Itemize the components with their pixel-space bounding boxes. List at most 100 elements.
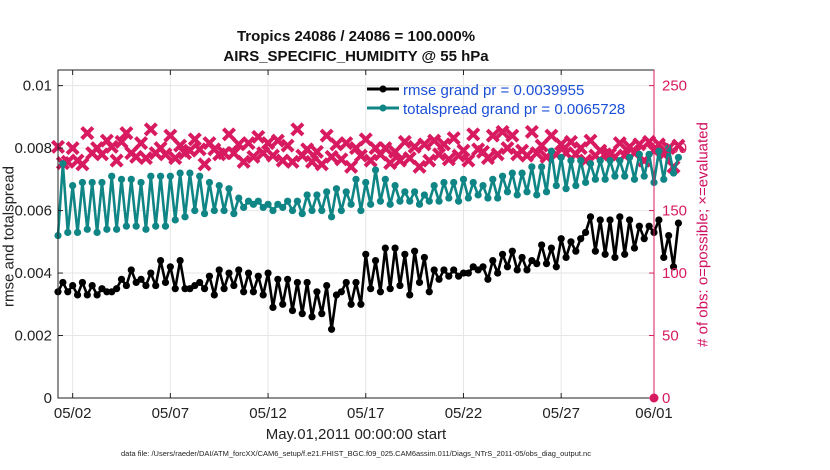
- spread-point: [503, 188, 512, 196]
- spread-point: [88, 178, 96, 187]
- spread-point: [181, 213, 189, 221]
- spread-point: [498, 172, 507, 180]
- spread-point: [523, 188, 531, 196]
- obs-evaluated-point: [138, 151, 153, 166]
- spread-point: [586, 160, 595, 168]
- spread-point: [474, 191, 482, 199]
- obs-evaluated-point: [441, 152, 456, 167]
- spread-point: [616, 156, 624, 165]
- spread-point: [401, 188, 409, 196]
- rmse-point: [244, 269, 253, 277]
- spread-point: [645, 150, 653, 158]
- spread-point: [357, 206, 365, 215]
- spread-point: [406, 197, 414, 205]
- spread-point: [78, 178, 87, 187]
- rmse-point: [284, 275, 292, 283]
- obs-evaluated-point: [427, 133, 442, 148]
- rmse-point: [327, 325, 336, 333]
- spread-point: [313, 191, 321, 199]
- rmse-point: [293, 278, 301, 287]
- obs-evaluated-point: [80, 126, 95, 141]
- spread-point: [582, 178, 590, 187]
- spread-point: [572, 181, 580, 190]
- obs-evaluated-point: [261, 136, 276, 151]
- rmse-point: [298, 310, 306, 318]
- spread-point: [156, 172, 165, 180]
- rmse-point: [669, 263, 678, 271]
- obs-evaluated-point: [461, 153, 476, 168]
- spread-point: [386, 200, 394, 208]
- spread-point: [489, 175, 497, 183]
- obs-evaluated-point: [65, 141, 80, 156]
- obs-evaluated-point: [94, 147, 109, 162]
- spread-point: [176, 169, 184, 177]
- spread-point: [454, 197, 463, 205]
- obs-evaluated-point: [197, 157, 212, 172]
- rmse-point: [625, 216, 634, 224]
- obs-evaluated-point: [339, 136, 354, 151]
- rmse-point: [630, 244, 639, 252]
- rmse-point: [69, 281, 77, 290]
- x-tick-label: 05/17: [347, 405, 385, 422]
- rmse-point: [640, 235, 648, 243]
- rmse-point: [196, 278, 204, 287]
- spread-point: [332, 185, 341, 193]
- rmse-point: [171, 285, 179, 293]
- rmse-point: [674, 219, 683, 227]
- x-tick-label: 05/07: [152, 405, 190, 422]
- spread-point: [494, 194, 502, 202]
- spread-point: [606, 156, 614, 165]
- rmse-point: [445, 272, 453, 280]
- obs-evaluated-point: [353, 148, 368, 163]
- rmse-point: [586, 213, 595, 221]
- rmse-point: [288, 306, 297, 315]
- obs-evaluated-point: [495, 124, 510, 139]
- obs-evaluated-point: [436, 137, 451, 152]
- obs-evaluated-point: [309, 144, 324, 159]
- spread-point: [117, 175, 126, 183]
- spread-point: [161, 222, 170, 230]
- obs-evaluated-point: [192, 142, 207, 157]
- obs-evaluated-point: [187, 132, 202, 147]
- spread-point: [166, 172, 174, 180]
- rmse-point: [606, 216, 614, 224]
- rmse-point: [547, 244, 556, 252]
- spread-point: [362, 178, 370, 187]
- spread-point: [630, 175, 639, 183]
- spread-point: [264, 200, 272, 208]
- rmse-point: [523, 266, 531, 274]
- obs-evaluated-point: [388, 144, 403, 159]
- x-tick-label: 05/22: [445, 405, 483, 422]
- spread-point: [611, 172, 619, 180]
- legend: rmse grand pr = 0.0039955 totalspread gr…: [367, 82, 625, 118]
- y-left-tick-label: 0.008: [14, 140, 52, 157]
- y-axis-right-label: # of obs: o=possible; ×=evaluated: [694, 122, 712, 347]
- rmse-point: [308, 313, 316, 321]
- rmse-point: [635, 222, 643, 230]
- spread-point: [352, 175, 360, 183]
- obs-evaluated-point: [432, 147, 447, 162]
- x-tick-label: 06/01: [635, 405, 673, 422]
- obs-evaluated-point: [246, 149, 261, 164]
- obs-evaluated-point: [119, 126, 134, 141]
- rmse-point: [249, 288, 258, 296]
- rmse-point: [498, 250, 507, 258]
- spread-point: [108, 172, 116, 180]
- obs-evaluated-point: [290, 122, 305, 137]
- spread-point: [538, 163, 546, 171]
- rmse-point: [176, 256, 184, 265]
- obs-evaluated-point: [75, 157, 90, 172]
- obs-evaluated-point: [466, 127, 481, 142]
- plot-frame: [57, 69, 655, 399]
- spread-point: [376, 197, 385, 205]
- rmse-point: [200, 285, 209, 293]
- spread-point: [215, 181, 223, 190]
- rmse-point: [59, 278, 67, 287]
- spread-line: [56, 146, 680, 236]
- rmse-point: [93, 291, 101, 299]
- spread-point: [103, 225, 111, 233]
- spread-point: [323, 188, 331, 196]
- rmse-point: [386, 285, 394, 293]
- rmse-point: [401, 250, 409, 258]
- rmse-point: [557, 235, 565, 243]
